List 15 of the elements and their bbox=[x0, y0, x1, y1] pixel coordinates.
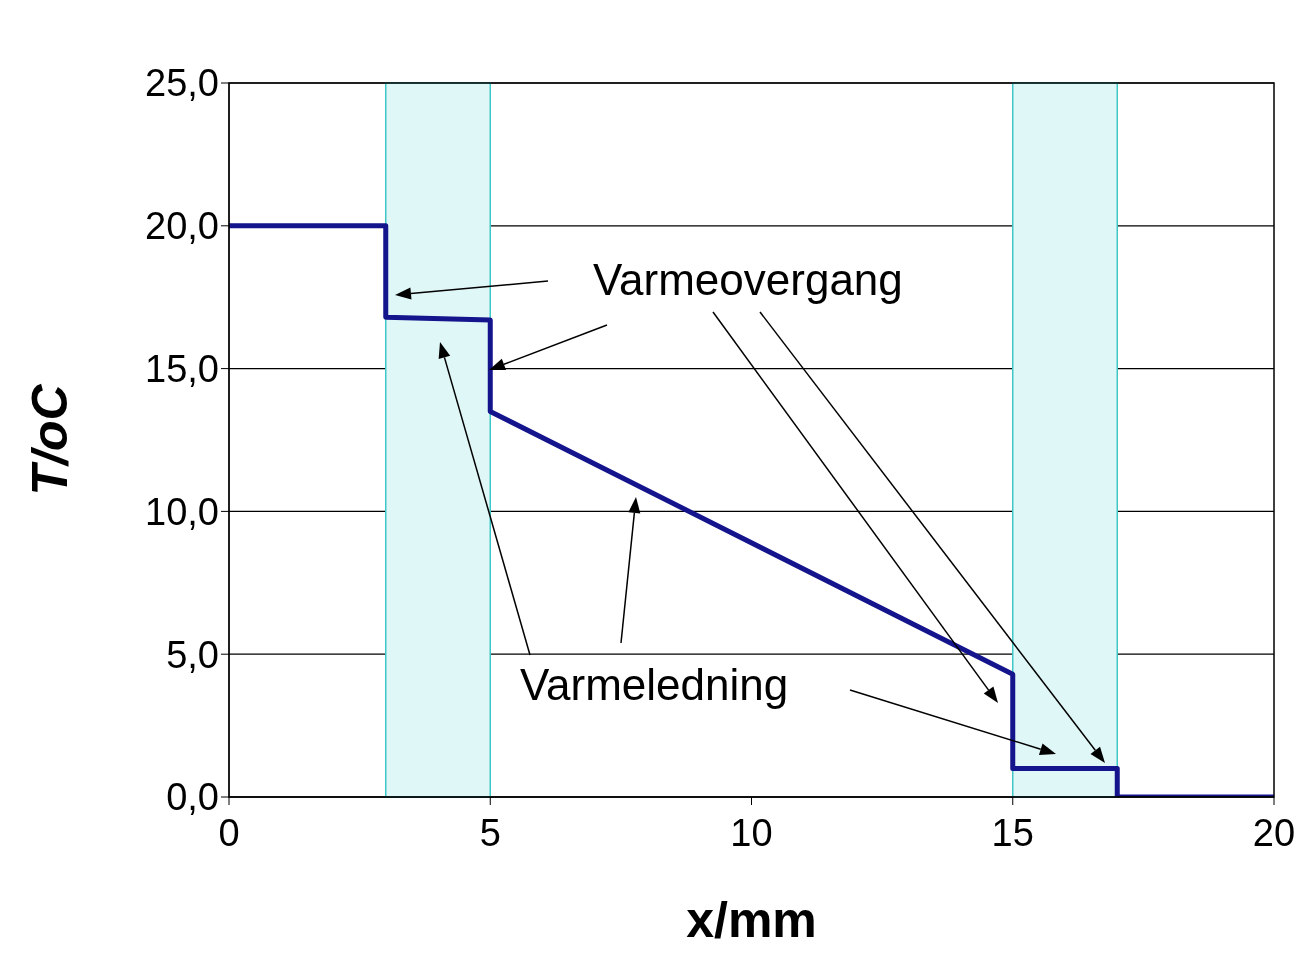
x-tick-label: 5 bbox=[479, 811, 501, 854]
y-tick-label: 25,0 bbox=[145, 62, 219, 105]
x-tick-label: 10 bbox=[730, 811, 773, 854]
x-tick-label: 0 bbox=[218, 811, 240, 854]
annotation: Varmeledning bbox=[520, 660, 789, 709]
y-tick-label: 20,0 bbox=[145, 205, 219, 248]
x-axis-title: x/mm bbox=[686, 892, 817, 948]
x-tick-label: 20 bbox=[1252, 811, 1296, 854]
y-axis-title: T/oC bbox=[21, 383, 78, 496]
x-tick-label: 15 bbox=[991, 811, 1034, 854]
y-tick-label: 0,0 bbox=[166, 776, 219, 819]
annotation: Varmeovergang bbox=[593, 255, 903, 304]
y-tick-label: 10,0 bbox=[145, 490, 219, 533]
y-tick-label: 5,0 bbox=[166, 633, 219, 676]
y-tick-label: 15,0 bbox=[145, 348, 219, 391]
